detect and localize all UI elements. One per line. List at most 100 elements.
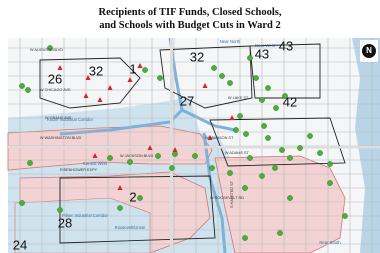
ward-boundary — [39, 43, 346, 244]
area-label: Central West — [83, 161, 108, 166]
closed-school-marker — [137, 63, 143, 68]
school-marker — [277, 230, 283, 236]
area-label: Kinzie Industrial Corridor — [47, 117, 93, 122]
map-title: and Schools with Budget Cuts in Ward 2 — [99, 20, 281, 31]
tif-district — [214, 155, 346, 253]
closed-school-marker — [83, 93, 89, 98]
school-marker — [137, 195, 143, 201]
school-marker — [272, 165, 278, 171]
school-marker — [169, 165, 175, 171]
school-marker — [142, 67, 148, 73]
school-marker — [273, 105, 279, 111]
highway — [8, 146, 380, 149]
ward-number: 28 — [58, 215, 72, 230]
street-label: W LAKE ST — [228, 96, 249, 100]
school-marker — [127, 159, 133, 165]
ward-number: 24 — [13, 237, 27, 252]
school-marker — [327, 161, 333, 167]
area-label: Near North — [220, 39, 241, 44]
school-marker — [47, 45, 53, 51]
school-marker — [261, 123, 267, 129]
north-label: N — [366, 46, 372, 55]
ward-number: 43 — [255, 46, 269, 61]
ward-number: 26 — [48, 71, 62, 86]
ward-number: 32 — [89, 63, 103, 78]
school-marker — [117, 205, 123, 211]
school-marker — [227, 170, 233, 176]
school-marker — [107, 155, 113, 161]
area-label: Near South — [319, 240, 341, 245]
school-marker — [297, 145, 303, 151]
school-marker — [27, 160, 33, 166]
street-label: W ROOSEVELT RD — [210, 196, 244, 200]
school-marker — [247, 55, 253, 61]
school-marker — [57, 207, 63, 213]
school-marker — [307, 133, 313, 139]
school-marker — [192, 153, 198, 159]
ward-number: 2 — [129, 189, 136, 204]
area-label: Roosevelt/Union — [115, 225, 146, 230]
school-marker — [247, 155, 253, 161]
school-marker — [287, 155, 293, 161]
street-label: W ADAMS ST — [225, 151, 250, 155]
street-label: W CHICAGO AVE — [40, 88, 71, 92]
school-marker — [342, 213, 348, 219]
school-marker — [25, 87, 31, 93]
closed-school-marker — [127, 77, 133, 82]
closed-school-marker — [147, 145, 153, 150]
school-marker — [219, 73, 225, 79]
map-title: Recipients of TIF Funds, Closed Schools, — [98, 7, 282, 18]
closed-school-marker — [85, 75, 91, 80]
street-label: W MADISON ST — [205, 136, 234, 140]
area-label: Pilsen Industrial Corridor — [62, 213, 108, 218]
school-marker — [227, 80, 233, 86]
school-marker — [265, 135, 271, 141]
street-label: W GRAND AVE — [45, 116, 72, 120]
closed-school-marker — [202, 83, 208, 88]
school-marker — [242, 235, 248, 241]
ward-number: 32 — [190, 49, 204, 64]
street-label: W WASHINGTON BLVD — [40, 136, 82, 140]
school-marker — [259, 97, 265, 103]
closed-school-marker — [172, 147, 178, 152]
ward-number: 43 — [279, 38, 293, 53]
school-marker — [253, 75, 259, 81]
school-marker — [317, 150, 323, 156]
school-marker — [157, 75, 163, 81]
school-marker — [282, 93, 288, 99]
street-label: W AUGUSTA BLVD — [30, 48, 63, 52]
closed-school-marker — [117, 185, 123, 190]
closed-school-marker — [107, 85, 113, 90]
industrial-corridor — [14, 197, 151, 253]
closed-school-marker — [57, 65, 63, 70]
river — [59, 38, 236, 253]
school-marker — [211, 65, 217, 71]
area-label: Near West — [255, 43, 276, 48]
ward-number: 27 — [180, 93, 194, 108]
school-marker — [19, 83, 25, 89]
school-marker — [259, 173, 265, 179]
school-marker — [265, 85, 271, 91]
ward-number: 42 — [283, 94, 297, 109]
school-marker — [243, 131, 249, 137]
closed-school-marker — [207, 135, 213, 140]
closed-school-marker — [92, 153, 98, 158]
school-marker — [242, 185, 248, 191]
school-marker — [279, 147, 285, 153]
school-marker — [327, 180, 333, 186]
road-grid — [8, 38, 380, 253]
school-marker — [155, 153, 161, 159]
school-marker — [237, 113, 243, 119]
ward-number: 1 — [129, 61, 136, 76]
closed-school-marker — [97, 97, 103, 102]
map: N 32 1 26 32 43 43 27 42 2 28 24 W AUGUSTA BLVD W CH… — [7, 38, 380, 253]
north-arrow — [362, 44, 376, 58]
school-marker — [233, 127, 239, 133]
closed-school-marker — [229, 115, 235, 120]
school-marker — [287, 195, 293, 201]
highway — [170, 38, 173, 253]
lake — [352, 38, 380, 253]
street-label: S HALSTED ST — [230, 180, 234, 208]
street-label: W JACKSON BLVD — [120, 154, 154, 158]
